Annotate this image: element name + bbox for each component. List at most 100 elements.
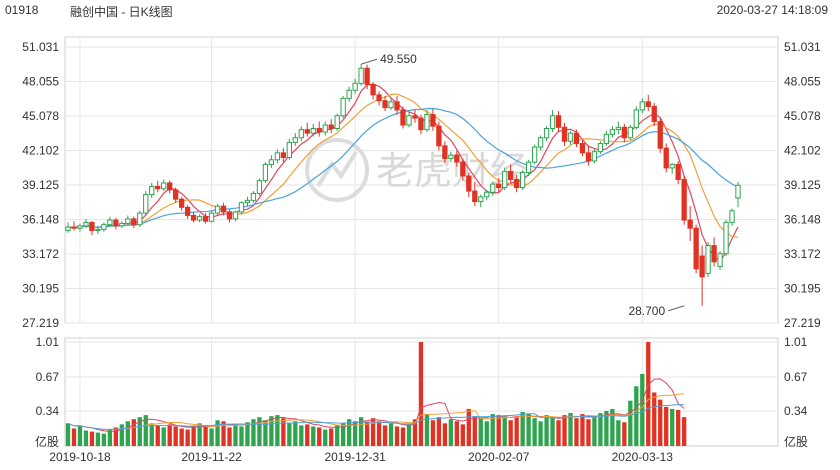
- volume-bar: [173, 426, 178, 446]
- moving-average-lines: [67, 83, 739, 433]
- volume-bar: [113, 427, 119, 446]
- volume-bar: [269, 416, 274, 446]
- volume-bar: [628, 400, 633, 446]
- volume-bar: [520, 412, 525, 446]
- candle-body: [149, 185, 155, 196]
- candle-body: [555, 115, 562, 128]
- candle-body: [681, 178, 687, 221]
- candle-body: [436, 125, 442, 147]
- candle-body: [478, 196, 484, 203]
- candle-body: [627, 126, 633, 139]
- volume-bar: [466, 408, 471, 446]
- volume-bar: [640, 373, 645, 446]
- candle-body: [585, 152, 592, 162]
- volume-bar: [89, 431, 95, 446]
- volume-bar: [203, 425, 208, 446]
- volume-bar: [616, 420, 621, 446]
- volume-bar: [484, 421, 489, 446]
- volume-tick-left: 0.34: [36, 404, 60, 418]
- candle-body: [71, 226, 77, 229]
- volume-bar: [652, 392, 657, 446]
- low-annotation-line: [668, 305, 685, 312]
- price-tick-right: 39.125: [784, 178, 821, 192]
- candle-body: [179, 198, 185, 208]
- candle-body: [705, 245, 711, 274]
- chart-header: 01918 融创中国 - 日K线图 2020-03-27 14:18:09: [0, 0, 840, 19]
- candle-body: [202, 216, 209, 222]
- volume-bar: [287, 423, 292, 446]
- candle-body: [430, 114, 436, 127]
- price-tick-right: 45.078: [784, 109, 821, 123]
- volume-bar: [221, 421, 226, 446]
- candle-body: [214, 205, 221, 214]
- candle-body: [250, 192, 257, 201]
- volume-bar: [436, 417, 442, 446]
- volume-bar: [239, 426, 244, 446]
- volume-bar: [263, 420, 268, 446]
- price-tick-right: 36.148: [784, 213, 821, 227]
- candle-body: [597, 143, 604, 153]
- volume-bar: [382, 425, 388, 446]
- candle-body: [226, 211, 233, 220]
- candle-body: [603, 133, 610, 145]
- candle-body: [454, 154, 460, 163]
- volume-bar: [119, 424, 124, 446]
- volume-bar: [508, 420, 513, 446]
- candle-body: [424, 114, 430, 131]
- volume-bar: [544, 415, 549, 446]
- price-tick-left: 42.102: [22, 143, 59, 157]
- volume-tick-left: 0.67: [36, 370, 60, 384]
- candle-body: [95, 228, 101, 231]
- candle-body: [125, 218, 131, 225]
- volume-bar: [580, 414, 585, 446]
- date-label: 2020-03-13: [612, 450, 674, 464]
- volume-bar: [394, 426, 400, 446]
- candle-body: [322, 124, 328, 133]
- volume-bar: [610, 408, 615, 446]
- volume-bar: [227, 427, 232, 446]
- price-tick-left: 51.031: [22, 40, 59, 54]
- axis-labels: 51.031 51.031 48.055 48.055 45.078 45.078 42.1…: [22, 40, 821, 464]
- candle-body: [196, 216, 203, 221]
- volume-bar: [65, 423, 71, 446]
- candle-body: [669, 163, 675, 169]
- volume-bar: [209, 428, 214, 446]
- volume-bar: [233, 424, 238, 446]
- volume-bar: [568, 413, 573, 446]
- volume-bar: [430, 420, 436, 446]
- candle-body: [143, 194, 149, 214]
- candle-body: [155, 185, 161, 190]
- volume-bar: [478, 418, 483, 446]
- candle-body: [77, 225, 83, 229]
- candle-body: [131, 218, 137, 226]
- volume-bar: [538, 421, 543, 446]
- volume-bar: [388, 423, 394, 446]
- volume-ma20-line: [67, 404, 685, 430]
- candle-body: [537, 137, 544, 148]
- candle-body: [101, 224, 107, 230]
- volume-bar: [137, 417, 142, 446]
- volume-bar: [358, 417, 364, 446]
- volume-bar: [562, 415, 567, 446]
- candle-body: [280, 152, 287, 158]
- volume-bar: [185, 429, 190, 446]
- candle-body: [65, 226, 71, 231]
- volume-bar: [424, 414, 430, 446]
- volume-bar: [305, 424, 310, 446]
- volume-bar: [460, 424, 465, 446]
- volume-bar: [532, 418, 537, 446]
- candle-body: [184, 206, 191, 216]
- candle-body: [418, 117, 424, 131]
- candle-body: [244, 199, 251, 204]
- candle-body: [107, 219, 113, 226]
- volume-bar: [71, 428, 77, 446]
- volume-bar: [592, 416, 597, 446]
- candle-body: [262, 163, 269, 182]
- candle-body: [238, 202, 245, 213]
- price-tick-left: 30.195: [22, 282, 59, 296]
- volume-bar: [604, 410, 609, 446]
- date-label: 2020-02-07: [468, 450, 530, 464]
- candle-body: [113, 219, 119, 227]
- volume-bar: [293, 421, 298, 446]
